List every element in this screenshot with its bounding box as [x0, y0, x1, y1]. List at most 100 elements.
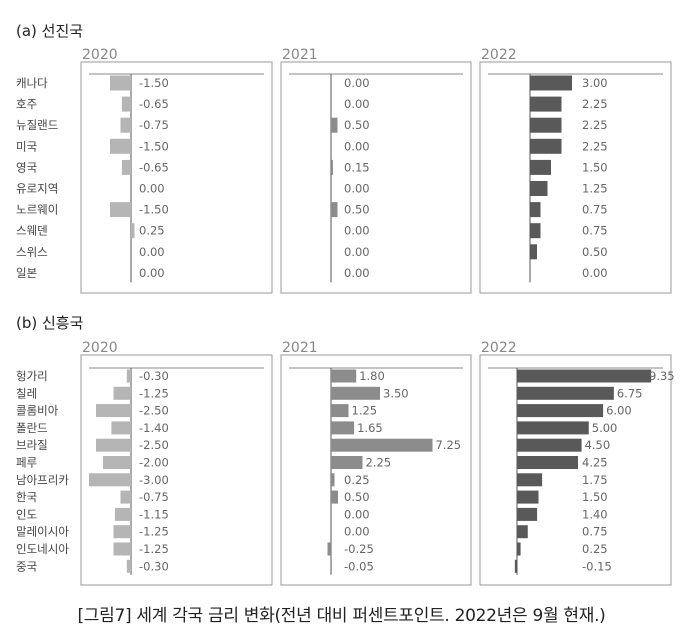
- bar: [111, 421, 131, 435]
- data-label: -0.05: [344, 559, 374, 573]
- bar: [131, 223, 135, 239]
- data-label: 0.00: [344, 97, 370, 111]
- bar: [517, 456, 578, 469]
- bar: [517, 369, 652, 383]
- data-label: 6.75: [617, 386, 643, 400]
- bar: [530, 96, 562, 112]
- category-label: 캐나다: [16, 76, 48, 90]
- data-label: -0.30: [139, 559, 169, 573]
- bar: [103, 456, 131, 469]
- data-label: 2.25: [582, 139, 608, 153]
- bar: [89, 473, 131, 487]
- category-label: 호주: [16, 97, 37, 111]
- data-label: 1.50: [582, 160, 608, 174]
- panel-frame: [479, 354, 672, 586]
- category-label: 한국: [16, 490, 37, 504]
- data-label: -1.25: [139, 525, 169, 539]
- bar: [517, 490, 539, 504]
- bar: [530, 202, 541, 218]
- data-label: -1.15: [139, 507, 169, 521]
- bar: [126, 559, 131, 573]
- data-label: -0.65: [139, 160, 169, 174]
- bar: [517, 507, 538, 521]
- figure-caption: [그림7] 세계 각국 금리 변화(전년 대비 퍼센트포인트. 2022년은 9…: [77, 606, 606, 626]
- data-label: 0.75: [582, 203, 608, 217]
- data-label: 4.25: [582, 456, 608, 470]
- category-label: 남아프리카: [16, 473, 69, 487]
- bar: [530, 159, 551, 175]
- data-label: 3.00: [582, 76, 608, 90]
- bar: [113, 542, 131, 556]
- bar: [110, 75, 131, 91]
- bar: [517, 473, 543, 487]
- bar: [530, 138, 562, 154]
- bar: [327, 542, 331, 556]
- bar: [96, 438, 131, 452]
- data-label: 1.80: [359, 369, 385, 383]
- data-label: 1.65: [357, 421, 383, 435]
- data-label: 2.25: [582, 118, 608, 132]
- panel-frame: [80, 61, 273, 294]
- data-label: 0.00: [344, 224, 370, 238]
- category-label: 페루: [16, 456, 37, 470]
- data-label: 0.00: [344, 139, 370, 153]
- data-label: 4.50: [585, 438, 611, 452]
- data-label: 0.50: [344, 203, 370, 217]
- data-label: -3.00: [139, 473, 169, 487]
- data-label: 9.35: [649, 369, 675, 383]
- panel-frame: [80, 354, 273, 586]
- category-label: 미국: [16, 139, 37, 153]
- bar: [517, 404, 604, 418]
- category-label: 인도네시아: [16, 542, 69, 556]
- bar: [126, 369, 131, 383]
- bar: [121, 159, 131, 175]
- data-label: -1.25: [139, 386, 169, 400]
- category-label: 헝가리: [16, 369, 48, 383]
- panel-frame: [280, 61, 472, 294]
- data-label: 0.25: [344, 473, 370, 487]
- data-label: -1.50: [139, 203, 169, 217]
- data-label: 0.00: [139, 182, 165, 196]
- data-label: 0.75: [582, 525, 608, 539]
- data-label: 1.25: [582, 182, 608, 196]
- bar: [530, 75, 572, 91]
- data-label: -1.50: [139, 76, 169, 90]
- data-label: -2.50: [139, 438, 169, 452]
- data-label: -1.50: [139, 139, 169, 153]
- data-label: 0.75: [582, 224, 608, 238]
- year-label: 2021: [282, 340, 318, 356]
- data-label: 0.00: [139, 266, 165, 280]
- data-label: -2.50: [139, 404, 169, 418]
- bar: [331, 159, 333, 175]
- bar: [517, 438, 582, 452]
- bar: [517, 542, 521, 556]
- data-label: 0.00: [344, 525, 370, 539]
- category-label: 유로지역: [16, 182, 58, 196]
- year-label: 2020: [82, 47, 118, 63]
- year-label: 2022: [481, 340, 517, 356]
- category-label: 영국: [16, 160, 37, 174]
- data-label: 0.50: [582, 245, 608, 259]
- bar: [121, 96, 131, 112]
- bar: [114, 507, 131, 521]
- bar: [530, 181, 548, 196]
- category-label: 인도: [16, 507, 37, 521]
- group-title: (a) 선진국: [16, 22, 83, 40]
- bar: [330, 559, 332, 573]
- bar: [96, 404, 131, 418]
- bar: [514, 559, 517, 573]
- bar: [331, 386, 380, 400]
- category-label: 스웨덴: [16, 224, 48, 238]
- bar: [331, 490, 338, 504]
- bar: [331, 117, 338, 133]
- data-label: 6.00: [606, 404, 632, 418]
- bar: [331, 202, 338, 218]
- data-label: 0.15: [344, 160, 370, 174]
- data-label: 0.00: [139, 245, 165, 259]
- data-label: -1.25: [139, 542, 169, 556]
- category-label: 콜롬비아: [16, 404, 59, 418]
- bar: [110, 138, 131, 154]
- data-label: 0.00: [344, 266, 370, 280]
- bar: [331, 404, 349, 418]
- bar: [110, 202, 131, 218]
